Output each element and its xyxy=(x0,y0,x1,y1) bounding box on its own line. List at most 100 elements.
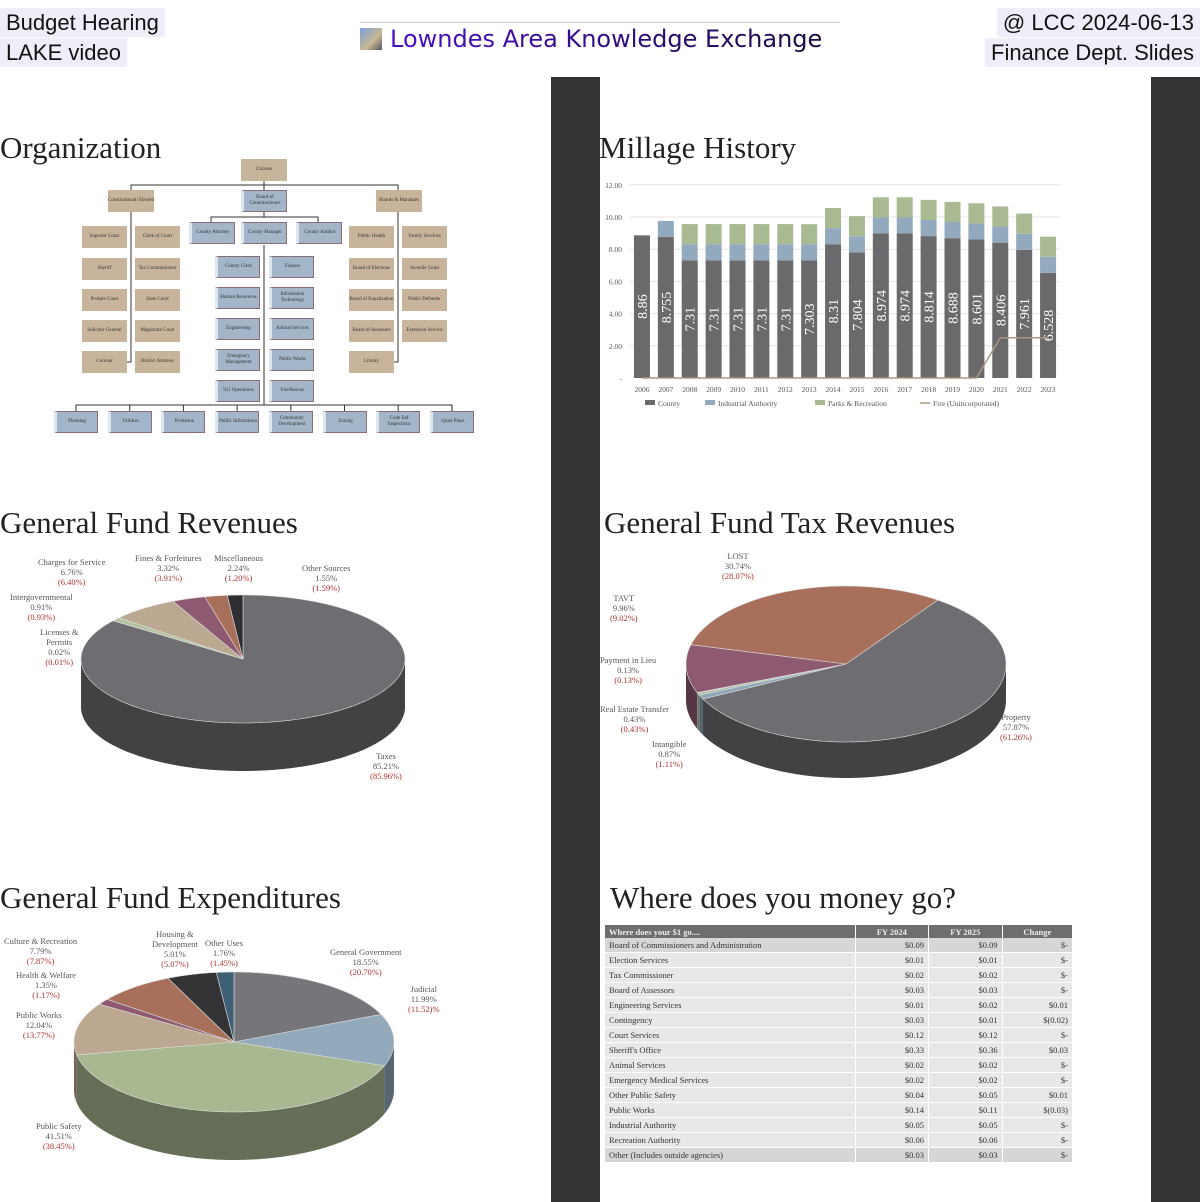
table-cell: Election Services xyxy=(605,952,856,969)
organization-title: Organization xyxy=(0,130,162,165)
header-source: Finance Dept. Slides xyxy=(985,38,1200,67)
pie-label: Payment in Lieu 0.13% (0.13%) xyxy=(600,655,656,685)
table-row: Engineering Services $0.01 $0.02 $0.01 xyxy=(605,997,1074,1014)
bar-parks-recreation xyxy=(992,206,1009,227)
pie-label-pct: 0.02% xyxy=(48,647,71,657)
pie-label-pct: 57.87% xyxy=(1002,722,1030,732)
table-cell: $- xyxy=(1002,1147,1074,1163)
bar-industrial-authority xyxy=(968,223,985,240)
millage-chart: - 2.00 4.00 6.00 8.00 10.00 12.00 8.86 2006 8.755… xyxy=(605,181,1060,408)
bar-industrial-authority xyxy=(1040,256,1057,273)
pie-label-pct: 85.21% xyxy=(372,761,400,771)
bar-industrial-authority xyxy=(729,244,746,261)
bar-county xyxy=(968,239,985,378)
table-cell: Contingency xyxy=(605,1012,856,1029)
org-connector-line xyxy=(210,212,265,222)
pie-label: Other Uses 1.76% (1.45%) xyxy=(205,938,243,968)
x-tick-label: 2018 xyxy=(921,385,936,394)
bar-parks-recreation xyxy=(729,224,746,245)
org-box: Zoning xyxy=(322,411,367,433)
pie-side xyxy=(697,693,700,732)
org-box: Quiet Pines xyxy=(429,411,474,433)
pie-label-name: Charges for Service xyxy=(38,557,106,567)
bar-value-label: 8.974 xyxy=(875,290,890,322)
table-cell: $0.06 xyxy=(928,1132,1003,1148)
bar-county xyxy=(896,233,913,378)
pie-label: Intergovernmental 0.91% (0.93%) xyxy=(10,592,73,622)
pie-label-prior: (38.45%) xyxy=(42,1141,75,1151)
bar-industrial-authority xyxy=(801,244,818,261)
table-cell: $0.12 xyxy=(855,1027,930,1044)
bar-value-label: 7.303 xyxy=(803,303,818,335)
bar-parks-recreation xyxy=(944,201,961,223)
bar-industrial-authority xyxy=(705,244,722,261)
bar-industrial-authority xyxy=(920,219,937,237)
table-row: Other Public Safety $0.04 $0.05 $0.01 xyxy=(605,1087,1074,1103)
pie-label-pct: 1.76% xyxy=(213,948,235,958)
x-tick-label: 2006 xyxy=(634,385,649,394)
pie-label: Other Sources 1.55% (1.59%) xyxy=(302,563,350,593)
table-cell: $0.03 xyxy=(855,1012,930,1029)
pie-slice xyxy=(233,1014,395,1067)
bar-value-label: 8.814 xyxy=(923,291,938,323)
pie-slice xyxy=(685,644,847,693)
pie-label-pct: 1.35% xyxy=(35,980,58,990)
table-row: Contingency $0.03 $0.01 $(0.02) xyxy=(605,1012,1074,1029)
pie-label-name: Other Sources xyxy=(302,563,351,573)
table-row: Election Services $0.01 $0.01 $- xyxy=(605,952,1074,969)
table-cell: $0.03 xyxy=(928,1147,1003,1163)
bar-value-label: 6.528 xyxy=(1042,310,1057,342)
table-cell: $0.01 xyxy=(1002,1087,1074,1103)
table-cell: Other (Includes outside agencies) xyxy=(605,1147,856,1163)
table-row: Public Works $0.14 $0.11 $(0.03) xyxy=(605,1102,1074,1118)
table-cell: Industrial Authority xyxy=(605,1117,856,1133)
table-cell: $0.01 xyxy=(855,997,930,1014)
pie-label: Licenses & Permits 0.02% (0.01%) xyxy=(40,627,78,667)
table-row: Industrial Authority $0.05 $0.05 $- xyxy=(605,1117,1074,1133)
table-cell: Sheriff's Office xyxy=(605,1042,856,1058)
table-cell: $0.36 xyxy=(928,1042,1003,1058)
pie-label: LOST 30.74% (28.07%) xyxy=(722,551,754,581)
table-cell: $0.03 xyxy=(855,1147,930,1163)
bar-parks-recreation xyxy=(801,224,818,245)
org-connector-line xyxy=(394,212,399,363)
bar-industrial-authority xyxy=(992,226,1009,243)
x-tick-label: 2019 xyxy=(945,385,960,394)
org-box: Finance xyxy=(269,256,314,278)
bar-industrial-authority xyxy=(1016,233,1033,250)
column-header: Where does your $1 go.... xyxy=(605,925,856,938)
table-cell: $0.03 xyxy=(1002,1042,1074,1058)
table-cell: $(0.03) xyxy=(1002,1102,1074,1118)
pie-label-pct: 3.32% xyxy=(157,563,180,573)
legend-swatch xyxy=(645,400,655,405)
money-table: Where does your $1 go.... FY 2024 FY 2025 C… xyxy=(605,925,1074,1163)
table-row: Animal Services $0.02 $0.02 $- xyxy=(605,1057,1074,1073)
pie-label: TAVT 9.96% (9.02%) xyxy=(610,593,638,623)
pie-label: Culture & Recreation 7.79% (7.87%) xyxy=(4,936,77,966)
bar-county xyxy=(944,238,961,378)
pie-label-name: Licenses & Permits xyxy=(40,627,79,647)
legend-label: Industrial Authority xyxy=(718,399,778,408)
org-box: County Auditor xyxy=(296,222,342,244)
legend-swatch xyxy=(815,400,825,405)
pie-label-name: TAVT xyxy=(613,593,635,603)
y-tick-label: 4.00 xyxy=(609,310,622,319)
pie-label-prior: (1.59%) xyxy=(312,583,340,593)
org-box: Constitutional/ Elected xyxy=(108,190,154,212)
legend-label: County xyxy=(658,399,680,408)
org-box: Juvenile Court xyxy=(402,258,447,280)
pie-label: Intangible 0.87% (1.11%) xyxy=(652,739,686,769)
pie-label-name: Public Works xyxy=(16,1010,62,1020)
header-date: @ LCC 2024-06-13 xyxy=(996,8,1200,37)
pie-label: Miscellaneous 2.24% (1.20%) xyxy=(214,553,263,583)
table-cell: $0.02 xyxy=(855,1072,930,1088)
pie-slice xyxy=(76,1041,385,1113)
table-cell: $0.01 xyxy=(855,952,930,969)
org-box: Citizens xyxy=(241,159,287,181)
bar-county xyxy=(920,236,937,378)
lake-logo[interactable]: Lowndes Area Knowledge Exchange xyxy=(360,22,840,53)
table-cell: $(0.02) xyxy=(1002,1012,1074,1029)
pie-label-prior: (28.07%) xyxy=(722,571,754,581)
pie-slice xyxy=(167,972,235,1043)
header-lake-video[interactable]: LAKE video xyxy=(0,38,127,67)
